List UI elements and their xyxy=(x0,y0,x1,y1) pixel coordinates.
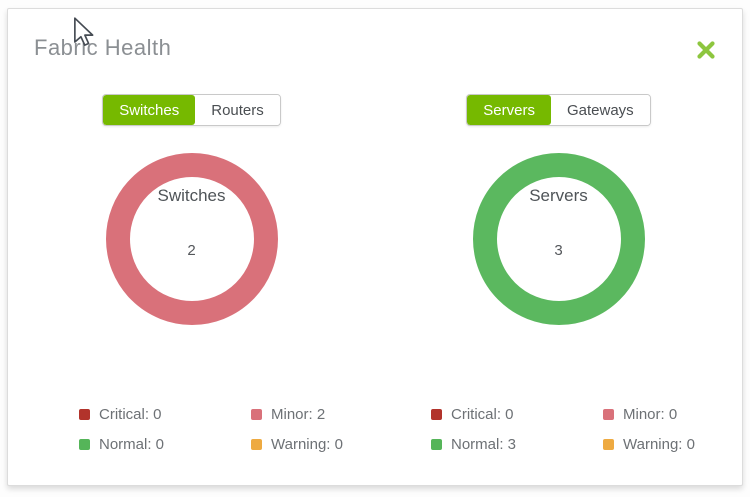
legend-text: Normal: 0 xyxy=(99,435,165,453)
panel-switches: Switches Routers Switches 2 Critical: 0 xyxy=(8,94,375,457)
close-icon xyxy=(697,41,715,59)
fabric-health-card: Fabric Health Switches Routers Switches … xyxy=(7,8,743,486)
warning-swatch xyxy=(603,438,614,450)
legend-text: Minor: 0 xyxy=(623,405,678,423)
switches-routers-toggle: Switches Routers xyxy=(102,94,281,126)
critical-swatch xyxy=(431,408,442,420)
donut-count: 3 xyxy=(554,242,563,259)
legend-item-critical: Critical: 0 xyxy=(79,401,251,427)
legend-item-minor: Minor: 0 xyxy=(603,401,750,427)
page-title: Fabric Health xyxy=(34,35,172,60)
legend-item-normal: Normal: 0 xyxy=(79,431,251,457)
normal-swatch xyxy=(79,438,90,450)
donut-ring-icon xyxy=(105,153,278,325)
close-button[interactable] xyxy=(696,40,716,60)
servers-gateways-toggle: Servers Gateways xyxy=(466,94,651,126)
legend-text: Warning: 0 xyxy=(271,435,343,453)
legend-item-normal: Normal: 3 xyxy=(431,431,603,457)
servers-legend: Critical: 0 Minor: 0 Normal: 3 Warning: … xyxy=(431,401,750,457)
tab-gateways[interactable]: Gateways xyxy=(550,95,650,125)
legend-text: Critical: 0 xyxy=(99,405,162,423)
servers-donut-chart: Servers 3 xyxy=(472,153,645,325)
legend-text: Minor: 2 xyxy=(271,405,326,423)
legend-text: Critical: 0 xyxy=(451,405,514,423)
tab-servers[interactable]: Servers xyxy=(467,95,551,125)
legend-item-minor: Minor: 2 xyxy=(251,401,423,427)
minor-swatch xyxy=(603,408,614,420)
switches-donut-chart: Switches 2 xyxy=(105,153,278,325)
donut-count: 2 xyxy=(187,242,196,259)
warning-swatch xyxy=(251,438,262,450)
legend-item-critical: Critical: 0 xyxy=(431,401,603,427)
donut-ring-icon xyxy=(472,153,645,325)
tab-switches[interactable]: Switches xyxy=(103,95,196,125)
switches-legend: Critical: 0 Minor: 2 Normal: 0 Warning: … xyxy=(79,401,423,457)
legend-item-warning: Warning: 0 xyxy=(251,431,423,457)
panel-servers: Servers Gateways Servers 3 Critical: 0 xyxy=(375,94,742,457)
critical-swatch xyxy=(79,408,90,420)
legend-item-warning: Warning: 0 xyxy=(603,431,750,457)
minor-swatch xyxy=(251,408,262,420)
legend-text: Normal: 3 xyxy=(451,435,517,453)
panels-container: Switches Routers Switches 2 Critical: 0 xyxy=(8,94,742,457)
normal-swatch xyxy=(431,438,442,450)
tab-routers[interactable]: Routers xyxy=(195,95,280,125)
donut-label: Switches xyxy=(157,186,226,205)
donut-label: Servers xyxy=(529,186,588,205)
legend-text: Warning: 0 xyxy=(623,435,695,453)
